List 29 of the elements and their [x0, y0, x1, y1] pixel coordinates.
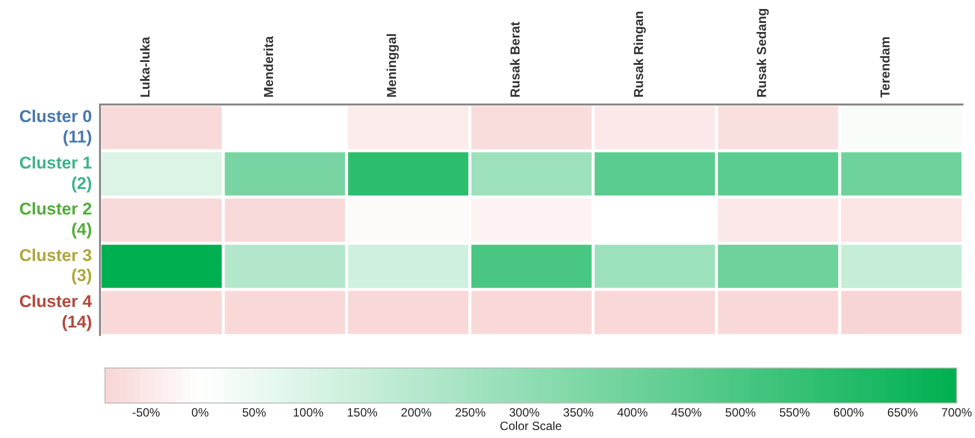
x-tick-label: Rusak Sedang	[754, 8, 770, 98]
color-bar-label: 0%	[191, 406, 210, 420]
x-tick-label: Meninggal	[384, 33, 400, 98]
color-bar-label: 550%	[779, 406, 810, 420]
y-tick-label: Cluster 3 (3)	[19, 246, 92, 286]
color-bar-label: 150%	[346, 406, 378, 420]
color-bar-label: 600%	[833, 406, 864, 420]
y-tick-label: Cluster 0 (11)	[19, 107, 92, 147]
y-tick-label: Cluster 1 (2)	[19, 153, 92, 193]
color-bar-label: 100%	[292, 406, 324, 420]
color-bar-label: 300%	[508, 406, 540, 420]
y-tick-label: Cluster 2 (4)	[19, 200, 92, 239]
x-tick-label: Luka-luka	[138, 36, 153, 98]
color-bar-label: 200%	[400, 406, 432, 420]
x-tick-label: Menderita	[260, 35, 276, 98]
y-tick-label: Cluster 4 (14)	[19, 292, 93, 332]
color-bar-title: Color Scale	[500, 419, 562, 434]
x-tick-label: Terendam	[877, 36, 892, 98]
x-tick-label: Rusak Ringan	[630, 10, 646, 98]
color-bar-label: 50%	[242, 406, 266, 420]
color-bar-label: 250%	[454, 406, 486, 420]
color-bar-label: 650%	[887, 406, 918, 420]
x-tick-label: Rusak Berat	[507, 21, 522, 98]
color-bar-label: 350%	[563, 406, 594, 420]
color-bar-label: 500%	[725, 406, 756, 420]
color-bar-label: -50%	[132, 406, 160, 420]
color-bar-label: 400%	[617, 406, 648, 420]
color-bar-label: 450%	[671, 406, 702, 420]
color-bar-label: 700%	[941, 406, 972, 420]
